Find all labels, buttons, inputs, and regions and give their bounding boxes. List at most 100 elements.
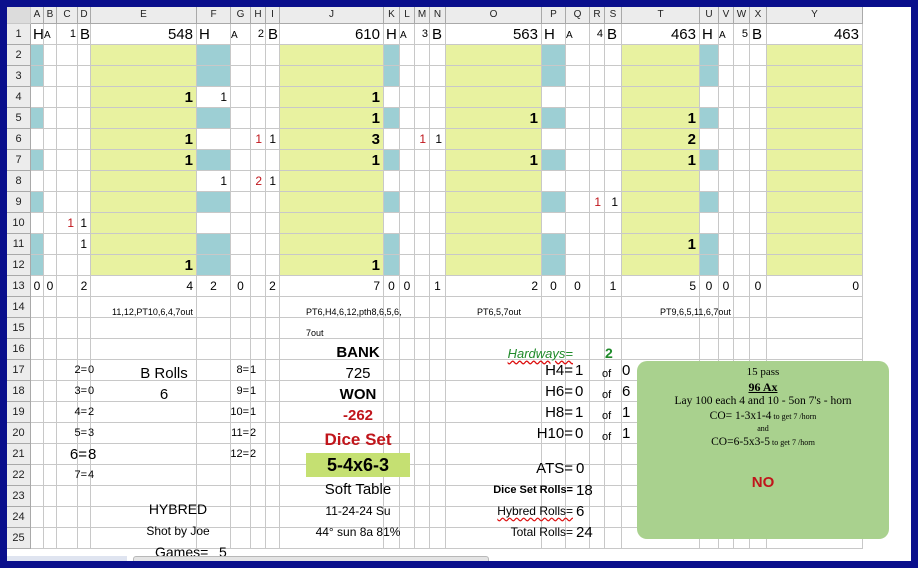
cell-i10[interactable] — [266, 213, 280, 234]
cell-e11[interactable] — [91, 234, 197, 255]
cell-l12[interactable] — [400, 255, 415, 276]
cell-n12[interactable] — [430, 255, 446, 276]
cell-c1[interactable]: 1 — [57, 24, 78, 45]
cell-a16[interactable] — [31, 339, 44, 360]
cell-l4[interactable] — [400, 87, 415, 108]
cell-k3[interactable] — [384, 66, 400, 87]
cell-j18[interactable] — [280, 381, 384, 402]
cell-m11[interactable] — [415, 234, 430, 255]
cell-d16[interactable] — [78, 339, 91, 360]
cell-n9[interactable] — [430, 192, 446, 213]
cell-t8[interactable] — [622, 171, 700, 192]
cell-d2[interactable] — [78, 45, 91, 66]
cell-i13[interactable]: 2 — [266, 276, 280, 297]
column-header-l[interactable]: L — [400, 7, 415, 24]
cell-s18[interactable] — [605, 381, 622, 402]
cell-y15[interactable] — [767, 318, 863, 339]
row-header-12[interactable]: 12 — [7, 255, 31, 276]
cell-s16[interactable] — [605, 339, 622, 360]
cell-n11[interactable] — [430, 234, 446, 255]
cell-g15[interactable] — [231, 318, 251, 339]
cell-j20[interactable] — [280, 423, 384, 444]
cell-l6[interactable] — [400, 129, 415, 150]
cell-r19[interactable] — [590, 402, 605, 423]
column-header-p[interactable]: P — [542, 7, 566, 24]
cell-x3[interactable] — [750, 66, 767, 87]
cell-x13[interactable]: 0 — [750, 276, 767, 297]
row-header-1[interactable]: 1 — [7, 24, 31, 45]
cell-k19[interactable] — [384, 402, 400, 423]
cell-q15[interactable] — [566, 318, 590, 339]
cell-k16[interactable] — [384, 339, 400, 360]
cell-i17[interactable] — [266, 360, 280, 381]
cell-k24[interactable] — [384, 507, 400, 528]
cell-m20[interactable] — [415, 423, 430, 444]
cell-p23[interactable] — [542, 486, 566, 507]
cell-k9[interactable] — [384, 192, 400, 213]
cell-i23[interactable] — [266, 486, 280, 507]
cell-q24[interactable] — [566, 507, 590, 528]
cell-y12[interactable] — [767, 255, 863, 276]
cell-a6[interactable] — [31, 129, 44, 150]
cell-h11[interactable] — [251, 234, 266, 255]
cell-b14[interactable] — [44, 297, 57, 318]
cell-f12[interactable] — [197, 255, 231, 276]
cell-h7[interactable] — [251, 150, 266, 171]
cell-g16[interactable] — [231, 339, 251, 360]
cell-r20[interactable] — [590, 423, 605, 444]
cell-k1[interactable]: H — [384, 24, 400, 45]
cell-x12[interactable] — [750, 255, 767, 276]
column-header-b[interactable]: B — [44, 7, 57, 24]
cell-i8[interactable]: 1 — [266, 171, 280, 192]
cell-q23[interactable] — [566, 486, 590, 507]
cell-x10[interactable] — [750, 213, 767, 234]
cell-k8[interactable] — [384, 171, 400, 192]
cell-r11[interactable] — [590, 234, 605, 255]
cell-h21[interactable] — [251, 444, 266, 465]
cell-p2[interactable] — [542, 45, 566, 66]
cell-n5[interactable] — [430, 108, 446, 129]
cell-l17[interactable] — [400, 360, 415, 381]
cell-o1[interactable]: 563 — [446, 24, 542, 45]
cell-c5[interactable] — [57, 108, 78, 129]
cell-u8[interactable] — [700, 171, 719, 192]
cell-q17[interactable] — [566, 360, 590, 381]
cell-e8[interactable] — [91, 171, 197, 192]
cell-d20[interactable] — [78, 423, 91, 444]
cell-p10[interactable] — [542, 213, 566, 234]
cell-q12[interactable] — [566, 255, 590, 276]
cell-r17[interactable] — [590, 360, 605, 381]
cell-o8[interactable] — [446, 171, 542, 192]
cell-i21[interactable] — [266, 444, 280, 465]
cell-o19[interactable] — [446, 402, 542, 423]
cell-i2[interactable] — [266, 45, 280, 66]
cell-g21[interactable] — [231, 444, 251, 465]
cell-q5[interactable] — [566, 108, 590, 129]
cell-o21[interactable] — [446, 444, 542, 465]
cell-e16[interactable] — [91, 339, 197, 360]
cell-s11[interactable] — [605, 234, 622, 255]
cell-l1[interactable]: A — [400, 24, 415, 45]
cell-q25[interactable] — [566, 528, 590, 549]
cell-h19[interactable] — [251, 402, 266, 423]
cell-c21[interactable] — [57, 444, 78, 465]
cell-c7[interactable] — [57, 150, 78, 171]
cell-m6[interactable]: 1 — [415, 129, 430, 150]
cell-j15[interactable] — [280, 318, 384, 339]
row-header-25[interactable]: 25 — [7, 528, 31, 549]
cell-x4[interactable] — [750, 87, 767, 108]
cell-f10[interactable] — [197, 213, 231, 234]
cell-k17[interactable] — [384, 360, 400, 381]
cell-o16[interactable] — [446, 339, 542, 360]
cell-q4[interactable] — [566, 87, 590, 108]
cell-f20[interactable] — [197, 423, 231, 444]
cell-l8[interactable] — [400, 171, 415, 192]
row-header-6[interactable]: 6 — [7, 129, 31, 150]
cell-g24[interactable] — [231, 507, 251, 528]
cell-y16[interactable] — [767, 339, 863, 360]
cell-g4[interactable] — [231, 87, 251, 108]
cell-p13[interactable]: 0 — [542, 276, 566, 297]
cell-d4[interactable] — [78, 87, 91, 108]
cell-g2[interactable] — [231, 45, 251, 66]
cell-d22[interactable] — [78, 465, 91, 486]
